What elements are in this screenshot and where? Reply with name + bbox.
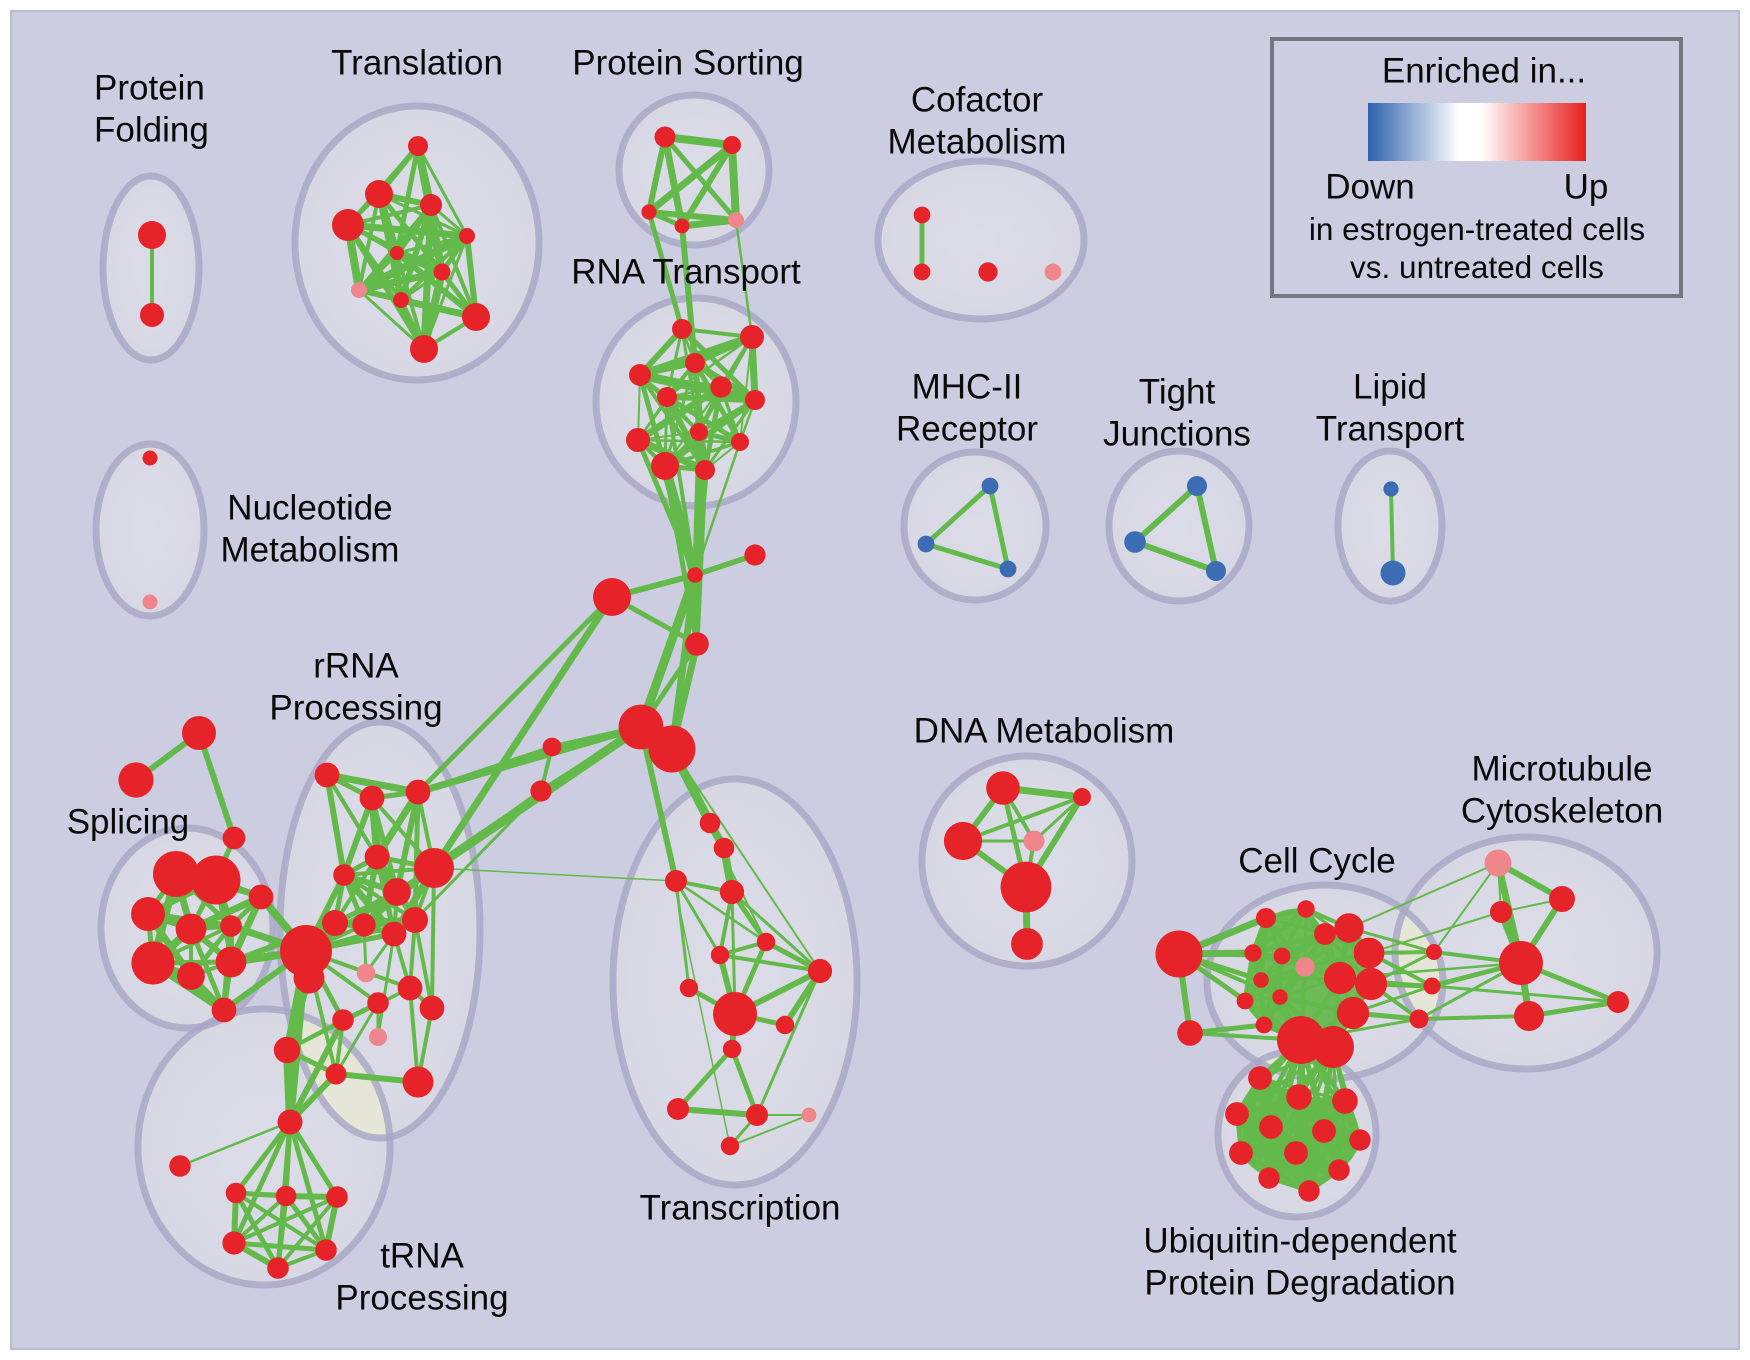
svg-text:Cytoskeleton: Cytoskeleton <box>1461 792 1663 831</box>
svg-text:Metabolism: Metabolism <box>888 123 1067 162</box>
svg-text:Lipid: Lipid <box>1353 368 1427 407</box>
svg-text:in estrogen-treated cells: in estrogen-treated cells <box>1309 211 1645 247</box>
svg-text:Ubiquitin-dependent: Ubiquitin-dependent <box>1143 1222 1457 1261</box>
svg-text:Splicing: Splicing <box>67 803 190 842</box>
svg-text:Metabolism: Metabolism <box>221 531 400 570</box>
svg-text:DNA Metabolism: DNA Metabolism <box>914 712 1175 751</box>
svg-text:Folding: Folding <box>94 111 209 150</box>
svg-text:Protein Degradation: Protein Degradation <box>1144 1264 1455 1303</box>
svg-text:Translation: Translation <box>331 44 503 83</box>
svg-text:Nucleotide: Nucleotide <box>227 489 392 528</box>
svg-text:Receptor: Receptor <box>896 410 1038 449</box>
svg-text:RNA Transport: RNA Transport <box>571 253 801 292</box>
svg-text:Transport: Transport <box>1316 410 1465 449</box>
svg-text:Enriched in...: Enriched in... <box>1382 52 1586 91</box>
svg-text:Tight: Tight <box>1139 373 1216 412</box>
svg-text:Protein: Protein <box>94 69 205 108</box>
svg-text:Cofactor: Cofactor <box>911 81 1044 120</box>
svg-text:Protein Sorting: Protein Sorting <box>572 44 804 83</box>
svg-text:Processing: Processing <box>335 1279 508 1318</box>
svg-text:Down: Down <box>1325 168 1414 207</box>
svg-text:rRNA: rRNA <box>313 647 399 686</box>
svg-text:Up: Up <box>1564 168 1609 207</box>
svg-text:Cell Cycle: Cell Cycle <box>1238 842 1396 881</box>
svg-text:Processing: Processing <box>269 689 442 728</box>
svg-text:Microtubule: Microtubule <box>1472 750 1653 789</box>
svg-text:Junctions: Junctions <box>1103 415 1251 454</box>
svg-text:tRNA: tRNA <box>380 1237 464 1276</box>
svg-text:vs. untreated cells: vs. untreated cells <box>1350 249 1604 285</box>
svg-text:MHC-II: MHC-II <box>912 368 1023 407</box>
svg-text:Transcription: Transcription <box>640 1189 841 1228</box>
